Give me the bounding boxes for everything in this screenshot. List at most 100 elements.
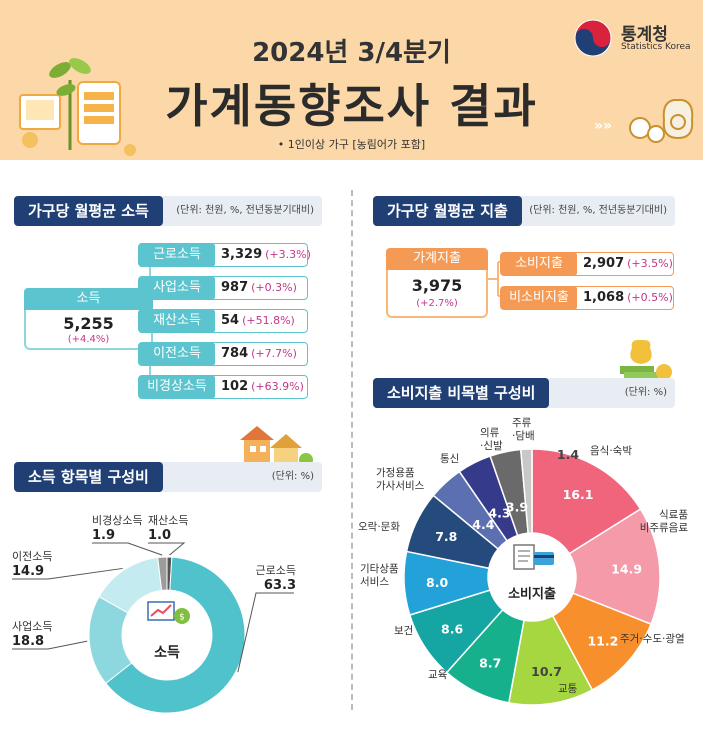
consumption-category-label: ·신발 — [480, 440, 503, 452]
consumption-composition-unit: (단위: %) — [624, 387, 667, 398]
money-stack-illustration — [620, 340, 672, 380]
income-leader-line — [12, 640, 88, 650]
consumption-value-label: 10.7 — [531, 664, 562, 679]
consumption-category-label: 보건 — [394, 625, 413, 637]
income-item-value: 54 — [221, 313, 240, 328]
income-item-nonrecurring: 비경상소득 102 (+63.9%) — [138, 375, 308, 399]
expenditure-total-change: (+2.7%) — [416, 298, 458, 309]
income-category-label: 근로소득 — [256, 564, 296, 577]
income-category-label: 이전소득 — [12, 550, 52, 563]
income-item-value: 102 — [221, 379, 249, 394]
consumption-category-label: 음식·숙박 — [590, 445, 632, 457]
expenditure-item-nonconsumption: 비소비지출 1,068 (+0.5%) — [500, 286, 674, 310]
income-composition-title: 소득 항목별 구성비 — [14, 462, 163, 492]
consumption-center-label: 소비지출 — [508, 586, 556, 602]
income-item-change: (+0.3%) — [251, 281, 297, 294]
page-title: 가계동향조사 결과 — [165, 79, 538, 133]
consumption-value-label: 4.4 — [472, 517, 494, 532]
income-total-change: (+4.4%) — [67, 334, 110, 345]
expenditure-section-title: 가구당 월평균 지출 — [373, 196, 522, 226]
consumption-category-label: 오락·문화 — [358, 521, 400, 533]
expenditure-item-value: 1,068 — [583, 290, 625, 305]
income-value-label: 1.0 — [148, 528, 171, 543]
income-category-label: 재산소득 — [148, 514, 188, 527]
svg-text:$: $ — [179, 613, 185, 623]
header-banner: »» 2024년 3/4분기 가계동향조사 결과 • 1인이상 가구 [농림어가… — [0, 0, 703, 160]
income-item-change: (+3.3%) — [265, 248, 311, 261]
income-composition-unit: (단위: %) — [271, 471, 314, 482]
expenditure-item-label: 비소비지출 — [501, 287, 577, 309]
consumption-category-label: 교통 — [558, 683, 578, 695]
consumption-value-label: 11.2 — [587, 633, 618, 648]
consumption-category-label: 식료품 — [659, 509, 688, 521]
taegeuk-emblem-icon — [574, 19, 612, 57]
consumption-category-label: ·담배 — [512, 430, 535, 442]
consumption-donut-chart: 16.1 14.9 11.2 10.7 8.7 8.6 8.0 7.8 4.44.33.9 1.4… — [358, 417, 689, 706]
consumption-category-label: 교육 — [428, 669, 448, 681]
consumption-value-label: 16.1 — [563, 487, 594, 502]
income-item-business: 사업소득 987 (+0.3%) — [138, 276, 308, 300]
consumption-composition-title: 소비지출 비목별 구성비 — [373, 378, 550, 408]
expenditure-section-header: 가구당 월평균 지출 (단위: 천원, %, 전년동분기대비) — [373, 196, 675, 226]
expenditure-item-change: (+0.5%) — [627, 291, 673, 304]
income-leader-line — [12, 567, 123, 580]
income-item-label: 비경상소득 — [139, 376, 215, 398]
expenditure-unit: (단위: 천원, %, 전년동분기대비) — [529, 205, 667, 216]
expenditure-item-value: 2,907 — [583, 256, 625, 271]
consumption-value-label: 8.6 — [441, 621, 463, 636]
income-total-value: 5,255 — [63, 314, 114, 333]
income-item-value: 987 — [221, 280, 249, 295]
income-item-value: 784 — [221, 346, 249, 361]
income-leader-line — [92, 542, 163, 556]
chart-money-icon: $ — [147, 601, 190, 624]
income-item-transfer: 이전소득 784 (+7.7%) — [138, 342, 308, 366]
income-item-change: (+51.8%) — [242, 314, 295, 327]
income-category-label: 사업소득 — [12, 620, 52, 633]
income-category-label: 비경상소득 — [92, 514, 143, 527]
consumption-value-label: 8.7 — [479, 655, 501, 670]
income-total-label: 소득 — [24, 288, 153, 310]
consumption-category-label: 서비스 — [360, 576, 389, 588]
receipt-icon — [513, 544, 554, 570]
income-center-label: 소득 — [154, 645, 180, 661]
survey-note: • 1인이상 가구 [농림어가 포함] — [277, 138, 426, 151]
statistics-korea-logo: 통계청 Statistics Korea — [573, 18, 693, 62]
expenditure-connector-lines — [484, 261, 512, 297]
consumption-category-label: 가정용품 — [376, 467, 415, 479]
money-bag-illustration: »» — [594, 99, 694, 143]
income-item-change: (+63.9%) — [251, 380, 304, 393]
income-value-label: 1.9 — [92, 528, 115, 543]
income-unit: (단위: 천원, %, 전년동분기대비) — [176, 205, 314, 216]
income-section-title: 가구당 월평균 소득 — [14, 196, 163, 226]
consumption-category-label: 주류 — [512, 417, 532, 429]
consumption-category-label: 통신 — [440, 453, 459, 465]
page-subtitle: 2024년 3/4분기 — [252, 38, 451, 68]
plant-illustration — [19, 58, 136, 156]
expenditure-total-value: 3,975 — [411, 276, 463, 295]
consumption-category-label: 의류 — [480, 427, 500, 439]
expenditure-total-box: 가계지출 3,975 (+2.7%) — [386, 248, 488, 318]
income-item-wage: 근로소득 3,329 (+3.3%) — [138, 243, 311, 267]
income-total-box: 소득 5,255 (+4.4%) — [24, 288, 153, 350]
svg-text:»»: »» — [594, 118, 612, 134]
consumption-category-label: 비주류음료 — [640, 522, 689, 534]
column-divider — [351, 190, 353, 710]
consumption-category-label: 가사서비스 — [376, 480, 425, 492]
consumption-value-label: 14.9 — [611, 561, 642, 576]
income-donut-chart: 근로소득63.3사업소득18.8이전소득14.9비경상소득1.9재산소득1.0 … — [12, 514, 296, 714]
income-value-label: 14.9 — [12, 564, 44, 579]
income-item-value: 3,329 — [221, 247, 263, 262]
org-name-en: Statistics Korea — [621, 42, 691, 52]
consumption-value-label: 3.9 — [506, 500, 528, 515]
income-item-property: 재산소득 54 (+51.8%) — [138, 309, 308, 333]
income-composition-header: 소득 항목별 구성비 (단위: %) — [14, 462, 322, 492]
consumption-value-label: 4.3 — [488, 506, 510, 521]
expenditure-item-change: (+3.5%) — [627, 257, 673, 270]
consumption-composition-header: 소비지출 비목별 구성비 (단위: %) — [373, 378, 675, 408]
income-item-label: 사업소득 — [139, 277, 215, 299]
income-item-label: 근로소득 — [139, 244, 215, 266]
expenditure-total-label: 가계지출 — [386, 248, 488, 270]
consumption-value-label: 7.8 — [435, 529, 457, 544]
expenditure-item-consumption: 소비지출 2,907 (+3.5%) — [500, 252, 674, 276]
income-value-label: 63.3 — [264, 578, 296, 593]
